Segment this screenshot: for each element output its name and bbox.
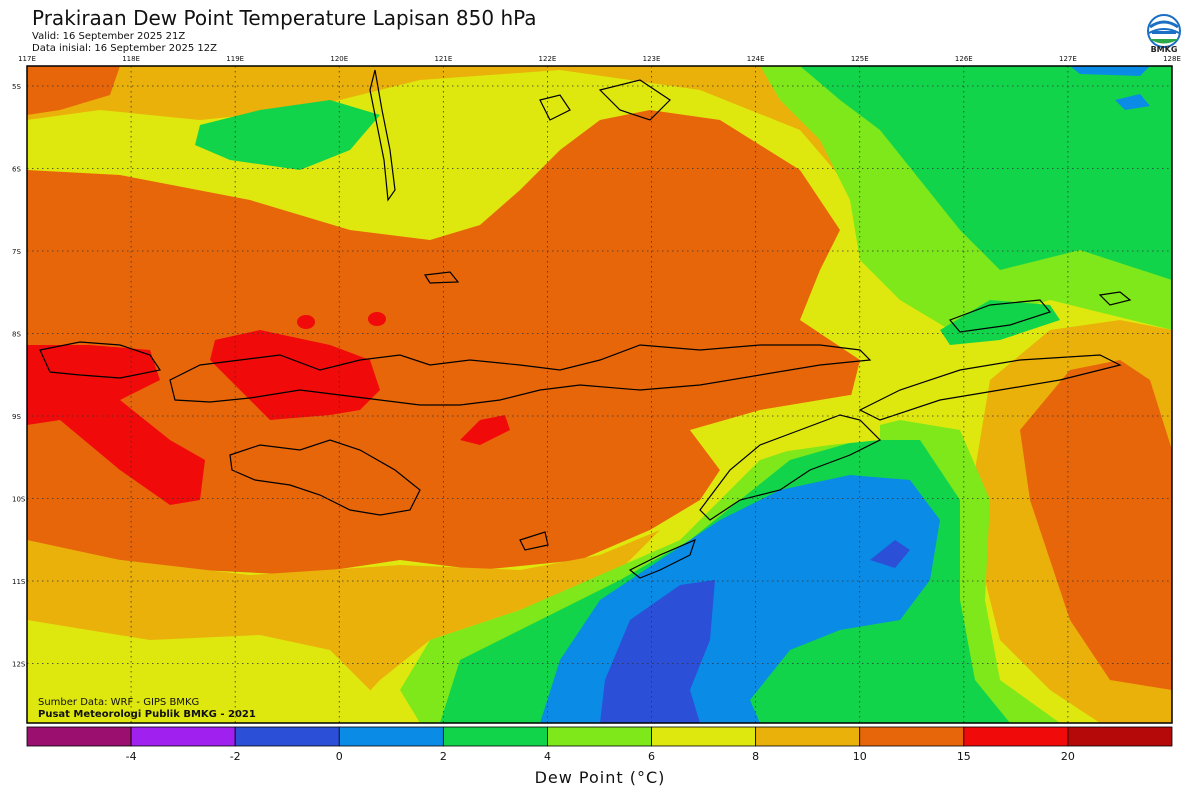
colorbar-tick-label: 10 [853, 750, 867, 763]
coast-sumba [229, 439, 421, 516]
colorbar-segment [547, 726, 652, 747]
red-region-west [27, 345, 205, 505]
colorbar-segment [442, 726, 548, 747]
coastlines [39, 69, 1132, 579]
colorbar-tick-label: -2 [230, 750, 241, 763]
lat-label: 5S [12, 83, 21, 91]
lon-label: 118E [122, 55, 140, 63]
source-line-2: Pusat Meteorologi Publik BMKG - 2021 [38, 709, 256, 720]
colorbar-segment [26, 726, 132, 747]
colorbar-tick-label: 15 [957, 750, 971, 763]
orange-region-nw [27, 66, 120, 115]
lat-label: 10S [12, 496, 26, 504]
coast-buton [598, 79, 671, 121]
map-frame [26, 65, 1173, 724]
lon-label: 122E [539, 55, 557, 63]
coast-rote [628, 538, 696, 579]
colorbar-segment [859, 726, 965, 747]
colorbar-segment [338, 726, 444, 747]
lon-label: 124E [747, 55, 765, 63]
green-region-ne [800, 66, 1172, 280]
colorbar-tick-label: 2 [440, 750, 447, 763]
colorbar-ticks: -4 -2 0 2 4 6 8 10 15 20 [126, 750, 1075, 763]
colorbar-segment [755, 726, 861, 747]
coast-selayar [423, 271, 460, 284]
source-line-1: Sumber Data: WRF - GIPS BMKG [38, 697, 200, 708]
colorbar-segment [651, 726, 757, 747]
colorbar-segment [963, 726, 1069, 747]
lon-label: 121E [434, 55, 452, 63]
colorbar-tick-label: 6 [648, 750, 655, 763]
colorbar-segment [234, 726, 340, 747]
coast-island-south [519, 531, 549, 551]
colorbar-tick-label: -4 [126, 750, 137, 763]
longitude-labels: 117E 118E 119E 120E 121E 122E 123E 124E 125E 126E… [18, 55, 1181, 63]
logo-text: BMKG [1150, 45, 1178, 54]
lon-label: 126E [955, 55, 973, 63]
lon-label: 127E [1059, 55, 1077, 63]
coast-wetar [948, 299, 1052, 333]
coast-kabaena [539, 94, 571, 121]
colorbar-segment [1067, 726, 1173, 747]
grid-lines [27, 66, 1172, 723]
initial-time: Data inisial: 16 September 2025 12Z [32, 43, 217, 54]
coast-lombok-sumbawa [169, 344, 872, 406]
bmkg-logo-icon [1147, 14, 1181, 48]
colorbar [26, 726, 1173, 747]
lon-label: 120E [330, 55, 348, 63]
darkblue-region-south [600, 580, 715, 723]
colorbar-tick-label: 0 [336, 750, 343, 763]
lon-label: 119E [226, 55, 244, 63]
coast-island-ne [1098, 291, 1132, 306]
lat-label: 8S [12, 331, 21, 339]
lon-label: 128E [1163, 55, 1181, 63]
colorbar-tick-label: 20 [1061, 750, 1075, 763]
colorbar-tick-label: 8 [752, 750, 759, 763]
colorbar-label: Dew Point (°C) [534, 768, 666, 787]
lon-label: 123E [643, 55, 661, 63]
lat-label: 6S [12, 166, 21, 174]
colorbar-tick-label: 4 [544, 750, 551, 763]
orange-region-east [1020, 360, 1172, 690]
lat-label: 11S [12, 578, 26, 586]
valid-time: Valid: 16 September 2025 21Z [32, 31, 186, 42]
lat-label: 12S [12, 661, 26, 669]
yellow-region-timor [690, 395, 880, 470]
coast-flores-east [858, 354, 1122, 421]
coast-sulawesi-south [369, 69, 396, 202]
coast-bali [39, 341, 161, 379]
coast-timor [699, 414, 882, 521]
yellow-region-south [27, 620, 370, 723]
lon-label: 125E [851, 55, 869, 63]
colorbar-segment [130, 726, 236, 747]
map-title: Prakiraan Dew Point Temperature Lapisan … [32, 6, 537, 30]
latitude-labels: 5S 6S 7S 8S 9S 10S 11S 12S [12, 83, 26, 669]
source-credit: Sumber Data: WRF - GIPS BMKG Pusat Meteo… [38, 697, 256, 721]
green-region-north [195, 100, 380, 170]
lon-label: 117E [18, 55, 36, 63]
lat-label: 9S [12, 413, 21, 421]
lat-label: 7S [12, 248, 21, 256]
